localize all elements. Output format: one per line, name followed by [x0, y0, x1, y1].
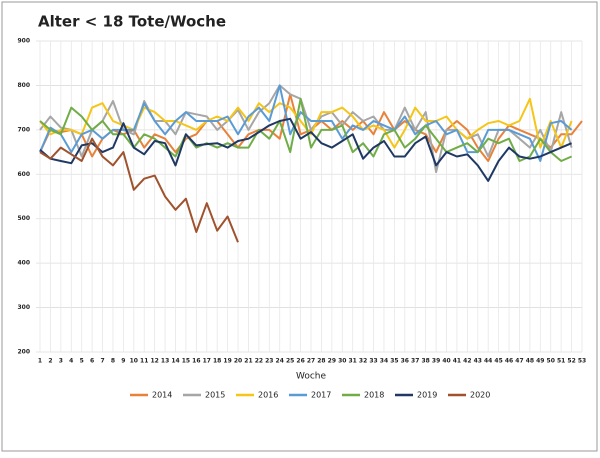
- x-tick-label: 36: [401, 358, 409, 365]
- x-tick-label: 47: [515, 358, 523, 365]
- x-tick-label: 23: [265, 358, 273, 365]
- x-tick-label: 45: [494, 358, 502, 365]
- x-tick-label: 2: [48, 358, 52, 365]
- x-tick-label: 39: [432, 358, 440, 365]
- chart-title: Alter < 18 Tote/Woche: [38, 13, 226, 31]
- x-tick-label: 21: [244, 358, 252, 365]
- x-axis-label: Woche: [296, 372, 327, 382]
- x-tick-label: 31: [349, 358, 357, 365]
- x-tick-label: 22: [255, 358, 263, 365]
- y-tick-label: 300: [17, 304, 30, 311]
- x-tick-label: 34: [380, 358, 388, 365]
- x-tick-label: 7: [100, 358, 104, 365]
- x-tick-label: 16: [192, 358, 200, 365]
- y-tick-label: 400: [17, 260, 30, 267]
- x-tick-label: 46: [505, 358, 513, 365]
- x-tick-label: 15: [182, 358, 190, 365]
- x-tick-label: 11: [140, 358, 148, 365]
- x-tick-label: 28: [317, 358, 325, 365]
- x-tick-label: 48: [526, 358, 534, 365]
- x-tick-label: 4: [69, 358, 73, 365]
- x-tick-label: 44: [484, 358, 492, 365]
- x-tick-label: 19: [223, 358, 231, 365]
- x-tick-label: 49: [536, 358, 544, 365]
- x-tick-label: 41: [453, 358, 461, 365]
- x-tick-label: 18: [213, 358, 221, 365]
- x-tick-label: 9: [121, 358, 125, 365]
- x-tick-label: 17: [203, 358, 211, 365]
- legend-label: 2015: [205, 391, 225, 400]
- y-tick-label: 200: [17, 349, 30, 356]
- x-tick-label: 3: [59, 358, 63, 365]
- x-tick-label: 13: [161, 358, 169, 365]
- x-tick-label: 30: [338, 358, 346, 365]
- x-tick-label: 26: [296, 358, 304, 365]
- x-tick-label: 8: [111, 358, 115, 365]
- legend-label: 2017: [311, 391, 331, 400]
- x-tick-label: 35: [390, 358, 398, 365]
- x-tick-label: 40: [442, 358, 450, 365]
- legend-label: 2019: [417, 391, 437, 400]
- series-line: [39, 117, 572, 182]
- y-tick-label: 500: [17, 215, 30, 222]
- x-tick-label: 51: [557, 358, 565, 365]
- x-tick-label: 38: [421, 358, 429, 365]
- x-tick-label: 14: [171, 358, 179, 365]
- x-tick-label: 53: [578, 358, 586, 365]
- y-tick-label: 900: [17, 38, 30, 45]
- x-tick-label: 29: [328, 358, 336, 365]
- y-tick-label: 800: [17, 82, 30, 89]
- x-tick-label: 10: [130, 358, 138, 365]
- x-tick-label: 12: [150, 358, 158, 365]
- x-tick-label: 25: [286, 358, 294, 365]
- x-tick-label: 43: [474, 358, 482, 365]
- x-tick-label: 27: [307, 358, 315, 365]
- x-tick-label: 37: [411, 358, 419, 365]
- x-tick-label: 50: [547, 358, 555, 365]
- legend-label: 2016: [258, 391, 278, 400]
- y-tick-label: 600: [17, 171, 30, 178]
- legend-label: 2020: [470, 391, 490, 400]
- x-tick-label: 5: [80, 358, 84, 365]
- x-tick-label: 52: [567, 358, 575, 365]
- y-tick-label: 700: [17, 126, 30, 133]
- legend-label: 2018: [364, 391, 384, 400]
- x-tick-label: 42: [463, 358, 471, 365]
- x-tick-label: 1: [38, 358, 42, 365]
- series-line: [39, 84, 573, 162]
- x-tick-label: 6: [90, 358, 94, 365]
- series-line: [39, 97, 572, 162]
- x-tick-label: 32: [359, 358, 367, 365]
- x-tick-label: 33: [369, 358, 377, 365]
- legend-label: 2014: [152, 391, 172, 400]
- x-tick-label: 24: [276, 358, 284, 365]
- frame: [1, 1, 598, 452]
- x-tick-label: 20: [234, 358, 242, 365]
- series-line: [39, 137, 239, 243]
